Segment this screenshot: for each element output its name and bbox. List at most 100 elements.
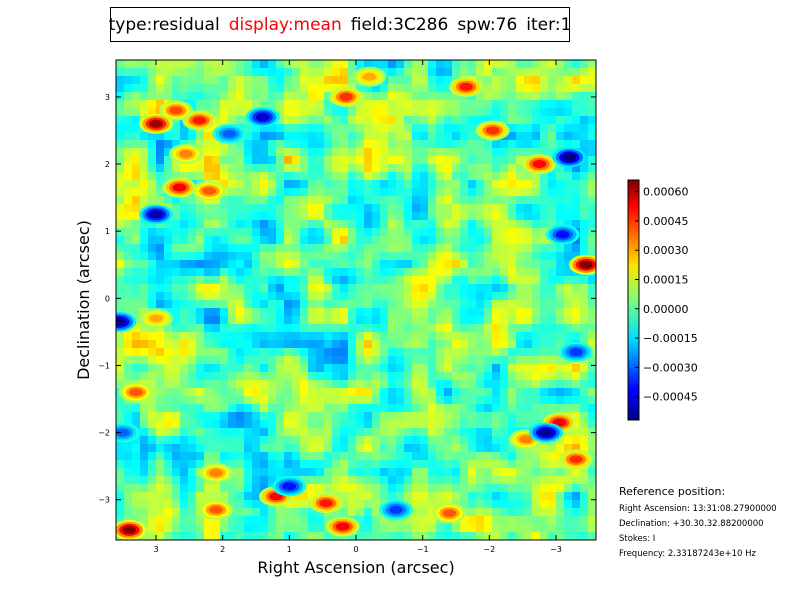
heatmap-cell bbox=[396, 132, 405, 141]
heatmap-cell bbox=[396, 340, 405, 349]
heatmap-cell bbox=[540, 68, 549, 77]
heatmap-cell bbox=[124, 268, 133, 277]
heatmap-cell bbox=[188, 84, 197, 93]
heatmap-cell bbox=[460, 212, 469, 221]
heatmap-cell bbox=[236, 260, 245, 269]
heatmap-cell bbox=[460, 124, 469, 133]
heatmap-cell bbox=[148, 356, 157, 365]
heatmap-cell bbox=[332, 172, 341, 181]
heatmap-cell bbox=[260, 308, 269, 317]
heatmap-cell bbox=[508, 284, 517, 293]
heatmap-cell bbox=[564, 252, 573, 261]
heatmap-cell bbox=[300, 260, 309, 269]
heatmap-cell bbox=[324, 156, 333, 165]
heatmap-cell bbox=[300, 220, 309, 229]
hotspot-mark bbox=[562, 153, 577, 162]
heatmap-cell bbox=[516, 284, 525, 293]
heatmap-cell bbox=[348, 436, 357, 445]
heatmap-cell bbox=[348, 372, 357, 381]
heatmap-cell bbox=[396, 268, 405, 277]
heatmap-cell bbox=[140, 324, 149, 333]
heatmap-cell bbox=[188, 500, 197, 509]
heatmap-cell bbox=[428, 276, 437, 285]
heatmap-cell bbox=[564, 292, 573, 301]
heatmap-cell bbox=[380, 380, 389, 389]
heatmap-cell bbox=[356, 404, 365, 413]
heatmap-cell bbox=[188, 468, 197, 477]
heatmap-cell bbox=[316, 140, 325, 149]
heatmap-cell bbox=[252, 364, 261, 373]
heatmap-cell bbox=[572, 76, 581, 85]
heatmap-cell bbox=[356, 292, 365, 301]
heatmap-cell bbox=[116, 156, 125, 165]
heatmap-cell bbox=[484, 204, 493, 213]
heatmap-cell bbox=[348, 148, 357, 157]
heatmap-cell bbox=[316, 340, 325, 349]
heatmap-cell bbox=[396, 332, 405, 341]
heatmap-cell bbox=[228, 356, 237, 365]
heatmap-cell bbox=[332, 308, 341, 317]
heatmap-cell bbox=[548, 196, 557, 205]
heatmap-cell bbox=[132, 372, 141, 381]
heatmap-cell bbox=[556, 268, 565, 277]
heatmap-cell bbox=[252, 260, 261, 269]
heatmap-cell bbox=[492, 476, 501, 485]
heatmap-cell bbox=[588, 188, 596, 197]
heatmap-cell bbox=[364, 236, 373, 245]
heatmap-cell bbox=[580, 276, 589, 285]
heatmap-cell bbox=[180, 236, 189, 245]
heatmap-cell bbox=[124, 348, 133, 357]
heatmap-cell bbox=[180, 340, 189, 349]
heatmap-cell bbox=[484, 76, 493, 85]
heatmap-cell bbox=[172, 516, 181, 525]
heatmap-cell bbox=[132, 148, 141, 157]
heatmap-cell bbox=[156, 380, 165, 389]
hotspot-mark bbox=[539, 428, 553, 437]
heatmap-cell bbox=[268, 284, 277, 293]
heatmap-cell bbox=[324, 100, 333, 109]
heatmap-cell bbox=[588, 204, 596, 213]
heatmap-cell bbox=[500, 324, 509, 333]
heatmap-cell bbox=[364, 84, 373, 93]
heatmap-cell bbox=[420, 116, 429, 125]
heatmap-cell bbox=[260, 340, 269, 349]
heatmap-cell bbox=[348, 204, 357, 213]
heatmap-cell bbox=[180, 396, 189, 405]
heatmap-cell bbox=[428, 420, 437, 429]
heatmap-cell bbox=[436, 76, 445, 85]
colorbar-tick-label: −0.00045 bbox=[643, 391, 698, 404]
heatmap-cell bbox=[244, 148, 253, 157]
heatmap-cell bbox=[340, 220, 349, 229]
heatmap-cell bbox=[588, 364, 596, 373]
heatmap-cell bbox=[436, 220, 445, 229]
heatmap-cell bbox=[588, 396, 596, 405]
heatmap-cell bbox=[588, 284, 596, 293]
heatmap-cell bbox=[292, 268, 301, 277]
heatmap-cell bbox=[212, 228, 221, 237]
heatmap-cell bbox=[364, 100, 373, 109]
heatmap-cell bbox=[196, 260, 205, 269]
heatmap-cell bbox=[268, 452, 277, 461]
heatmap-cell bbox=[548, 492, 557, 501]
heatmap-cell bbox=[276, 364, 285, 373]
heatmap-cell bbox=[412, 468, 421, 477]
heatmap-cell bbox=[228, 452, 237, 461]
heatmap-cell bbox=[556, 524, 565, 533]
heatmap-cell bbox=[260, 420, 269, 429]
heatmap-cell bbox=[380, 172, 389, 181]
heatmap-cell bbox=[132, 436, 141, 445]
heatmap-cell bbox=[340, 196, 349, 205]
heatmap-cell bbox=[284, 228, 293, 237]
heatmap-cell bbox=[436, 100, 445, 109]
heatmap-cell bbox=[420, 484, 429, 493]
heatmap-cell bbox=[124, 340, 133, 349]
heatmap-cell bbox=[412, 508, 421, 517]
heatmap-cell bbox=[276, 172, 285, 181]
heatmap-cell bbox=[524, 460, 533, 469]
heatmap-cell bbox=[404, 276, 413, 285]
heatmap-cell bbox=[148, 396, 157, 405]
heatmap-cell bbox=[476, 524, 485, 533]
heatmap-cell bbox=[140, 372, 149, 381]
heatmap-cell bbox=[236, 300, 245, 309]
heatmap-cell bbox=[588, 108, 596, 117]
